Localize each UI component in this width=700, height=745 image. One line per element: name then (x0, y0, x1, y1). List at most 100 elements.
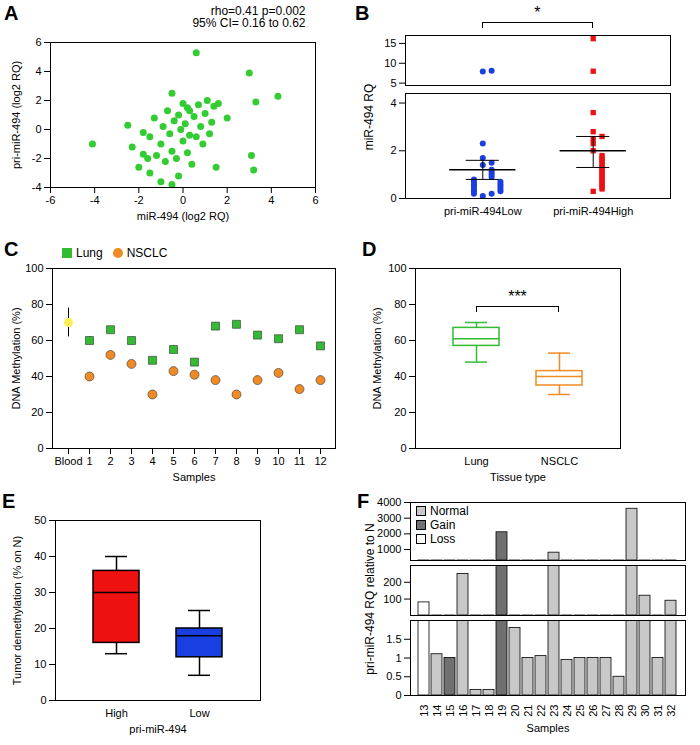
svg-text:2000: 2000 (377, 527, 401, 539)
svg-text:4: 4 (268, 194, 274, 206)
svg-text:-2: -2 (134, 194, 144, 206)
svg-text:-4: -4 (90, 194, 100, 206)
svg-text:12: 12 (314, 455, 326, 467)
svg-text:15: 15 (444, 705, 456, 717)
svg-text:100: 100 (25, 262, 43, 274)
svg-text:20: 20 (34, 622, 46, 634)
svg-text:2: 2 (224, 194, 230, 206)
svg-text:8: 8 (233, 455, 239, 467)
svg-text:Tumor demethylation (% on N): Tumor demethylation (% on N) (11, 536, 23, 685)
svg-text:0: 0 (395, 689, 401, 701)
svg-text:0: 0 (35, 123, 41, 135)
svg-text:60: 60 (394, 334, 406, 346)
svg-text:14: 14 (431, 705, 443, 717)
svg-text:Lung: Lung (464, 455, 488, 467)
svg-text:3: 3 (128, 455, 134, 467)
html-text:C: C (4, 238, 19, 260)
svg-text:0: 0 (390, 192, 396, 204)
svg-text:1.5: 1.5 (386, 633, 401, 645)
svg-text:1000: 1000 (377, 543, 401, 555)
svg-text:20: 20 (31, 406, 43, 418)
svg-text:23: 23 (548, 705, 560, 717)
svg-text:3000: 3000 (377, 512, 401, 524)
svg-text:60: 60 (31, 334, 43, 346)
svg-text:32: 32 (665, 705, 677, 717)
svg-text:25: 25 (574, 705, 586, 717)
svg-text:50: 50 (34, 514, 46, 526)
svg-text:rho=0.41 p=0.00295% CI= 0.16 t: rho=0.41 p=0.00295% CI= 0.16 to 0.62 (192, 4, 305, 30)
svg-text:Tissue type: Tissue type (490, 471, 546, 483)
svg-text:2: 2 (107, 455, 113, 467)
svg-text:-4: -4 (32, 181, 42, 193)
svg-text:6: 6 (35, 36, 41, 48)
svg-text:0: 0 (180, 194, 186, 206)
svg-text:15: 15 (384, 37, 396, 49)
svg-text:-2: -2 (32, 152, 42, 164)
svg-text:13: 13 (418, 705, 430, 717)
svg-text:21: 21 (522, 705, 534, 717)
svg-text:30: 30 (34, 586, 46, 598)
svg-text:Blood: Blood (54, 455, 82, 467)
svg-text:20: 20 (394, 406, 406, 418)
svg-text:30: 30 (639, 705, 651, 717)
svg-text:4: 4 (35, 65, 41, 77)
svg-text:2: 2 (35, 94, 41, 106)
svg-text:Low: Low (189, 707, 209, 719)
svg-text:Samples: Samples (173, 471, 216, 483)
svg-text:80: 80 (31, 298, 43, 310)
svg-text:6: 6 (191, 455, 197, 467)
svg-text:40: 40 (394, 370, 406, 382)
svg-text:100: 100 (383, 593, 401, 605)
svg-text:100: 100 (388, 262, 406, 274)
svg-text:5: 5 (170, 455, 176, 467)
svg-text:16: 16 (457, 705, 469, 717)
svg-text:pri-miR-494Low: pri-miR-494Low (444, 205, 522, 217)
svg-text:DNA Methylation (%): DNA Methylation (%) (371, 307, 383, 409)
svg-text:31: 31 (652, 705, 664, 717)
svg-text:0.5: 0.5 (386, 670, 401, 682)
svg-text:24: 24 (561, 705, 573, 717)
svg-text:NSCLC: NSCLC (541, 455, 578, 467)
html-text:B: B (355, 2, 370, 24)
svg-text:pri-miR-494: pri-miR-494 (129, 723, 186, 735)
svg-text:26: 26 (587, 705, 599, 717)
svg-text:5: 5 (390, 77, 396, 89)
svg-text:0: 0 (37, 442, 43, 454)
svg-text:pri-miR-494 (log2 RQ): pri-miR-494 (log2 RQ) (10, 61, 22, 169)
svg-text:22: 22 (535, 705, 547, 717)
svg-text:20: 20 (509, 705, 521, 717)
svg-text:7: 7 (212, 455, 218, 467)
svg-text:4000: 4000 (377, 496, 401, 508)
svg-text:-6: -6 (46, 194, 56, 206)
svg-text:10: 10 (272, 455, 284, 467)
svg-text:80: 80 (394, 298, 406, 310)
svg-text:6: 6 (312, 194, 318, 206)
svg-text:4: 4 (390, 97, 396, 109)
svg-text:27: 27 (600, 705, 612, 717)
svg-text:4: 4 (149, 455, 155, 467)
svg-text:18: 18 (483, 705, 495, 717)
svg-text:40: 40 (31, 370, 43, 382)
svg-text:1: 1 (86, 455, 92, 467)
html-text:miR-494 RQ: miR-494 RQ (361, 83, 376, 150)
svg-text:DNA Methylation (%): DNA Methylation (%) (10, 307, 22, 409)
svg-text:0: 0 (40, 694, 46, 706)
svg-text:2: 2 (390, 144, 396, 156)
svg-text:10: 10 (384, 57, 396, 69)
svg-text:10: 10 (34, 658, 46, 670)
svg-text:29: 29 (626, 705, 638, 717)
svg-text:miR-494 (log2 RQ): miR-494 (log2 RQ) (137, 210, 229, 222)
svg-text:pri-miR-494High: pri-miR-494High (553, 205, 633, 217)
svg-text:9: 9 (254, 455, 260, 467)
svg-text:11: 11 (294, 455, 305, 467)
svg-text:28: 28 (613, 705, 625, 717)
svg-text:19: 19 (496, 705, 508, 717)
svg-text:17: 17 (470, 705, 482, 717)
svg-text:40: 40 (34, 550, 46, 562)
svg-text:0: 0 (400, 442, 406, 454)
svg-text:Samples: Samples (527, 722, 570, 734)
html-text:A: A (4, 2, 19, 24)
svg-text:1: 1 (395, 652, 401, 664)
svg-text:200: 200 (383, 576, 401, 588)
svg-text:High: High (105, 707, 128, 719)
